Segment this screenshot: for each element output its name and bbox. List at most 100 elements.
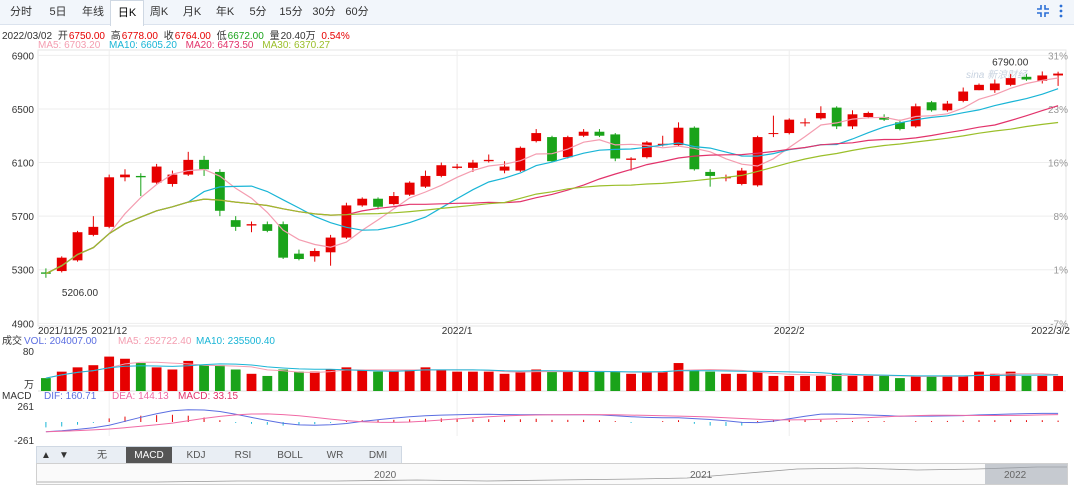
volume-bar bbox=[721, 373, 731, 391]
tab-30min[interactable]: 30分 bbox=[312, 6, 336, 18]
candle-body bbox=[56, 257, 67, 272]
candle-body bbox=[230, 220, 241, 227]
tab-yearline[interactable]: 年线 bbox=[82, 6, 104, 18]
volume-bar bbox=[989, 373, 1000, 391]
volume-bar bbox=[388, 371, 399, 391]
ohlc-vol-label: 量 bbox=[269, 31, 280, 42]
navigator-label-2022: 2022 bbox=[1004, 470, 1027, 481]
tab-intraday[interactable]: 分时 bbox=[10, 6, 32, 18]
candle-body bbox=[942, 103, 953, 111]
ohlc-open-label: 开 bbox=[57, 31, 68, 42]
macd-dif-legend: DIF: 160.71 bbox=[44, 391, 97, 402]
volume-bar bbox=[468, 371, 478, 391]
collapse-icon[interactable] bbox=[1036, 4, 1050, 21]
volume-bar bbox=[800, 375, 810, 391]
tab-15min[interactable]: 15分 bbox=[279, 6, 303, 18]
candle-body bbox=[309, 250, 320, 257]
volume-bar bbox=[562, 371, 573, 391]
ohlc-high-label: 高 bbox=[110, 31, 121, 42]
candle-body bbox=[341, 205, 352, 238]
volume-bar bbox=[341, 367, 352, 391]
candle-body bbox=[673, 127, 684, 146]
navigator-label-2020: 2020 bbox=[374, 470, 397, 481]
volume-bar bbox=[1037, 375, 1048, 391]
candle-body bbox=[531, 133, 542, 142]
candle-body bbox=[879, 116, 890, 120]
ohlc-close-label: 收 bbox=[163, 31, 174, 42]
more-vert-icon[interactable] bbox=[1058, 4, 1064, 21]
tab-monthly-k[interactable]: 月K bbox=[182, 6, 202, 18]
indicator-tab-none[interactable]: 无 bbox=[97, 450, 107, 461]
volume-unit: 万 bbox=[24, 380, 34, 391]
candle-body bbox=[388, 196, 399, 205]
candle-body bbox=[989, 83, 1000, 91]
ma10-line bbox=[45, 88, 1059, 275]
volume-bar bbox=[420, 367, 431, 391]
candle-body bbox=[847, 114, 858, 127]
candle-body bbox=[167, 174, 178, 184]
tab-weekly-k[interactable]: 周K bbox=[149, 6, 169, 18]
volume-bar bbox=[863, 375, 874, 391]
volume-bar bbox=[120, 358, 130, 391]
candle-body bbox=[974, 84, 984, 91]
volume-bar bbox=[641, 371, 652, 391]
ohlc-date: 2022/03/02 bbox=[2, 31, 53, 42]
ohlc-low-label: 低 bbox=[216, 31, 227, 42]
price-tick-label: 6500 bbox=[12, 105, 35, 116]
volume-bar bbox=[610, 371, 621, 391]
candle-body bbox=[325, 237, 336, 253]
indicator-up-arrow[interactable]: ▲ bbox=[41, 450, 51, 461]
macd-title: MACD bbox=[2, 391, 31, 402]
candle-body bbox=[104, 177, 115, 227]
ma20-legend: MA20: 6473.50 bbox=[185, 40, 254, 51]
ma30-line bbox=[45, 121, 1059, 275]
pct-tick-label: 16% bbox=[1048, 159, 1068, 170]
volume-bar bbox=[1005, 371, 1016, 391]
indicator-tab-boll[interactable]: BOLL bbox=[277, 450, 303, 461]
indicator-tab-wr[interactable]: WR bbox=[326, 450, 344, 461]
indicator-tab-macd[interactable]: MACD bbox=[126, 447, 172, 464]
candle-body bbox=[926, 102, 937, 111]
indicator-tab-dmi[interactable]: DMI bbox=[368, 450, 388, 461]
candle-body bbox=[562, 137, 573, 158]
candle-body bbox=[815, 112, 826, 119]
ma-legend: MA5: 6703.20 MA10: 6605.20 MA20: 6473.50… bbox=[38, 40, 336, 51]
indicator-down-arrow[interactable]: ▼ bbox=[59, 450, 69, 461]
candle-body bbox=[1037, 75, 1048, 81]
candle-body bbox=[199, 159, 209, 170]
price-tick-label: 5700 bbox=[12, 212, 35, 223]
range-navigator[interactable] bbox=[36, 463, 1068, 485]
tab-yearly-k[interactable]: 年K bbox=[215, 6, 235, 18]
ohlc-change: 0.54% bbox=[321, 31, 350, 42]
volume-top-tick: 80 bbox=[23, 347, 35, 358]
tab-5min[interactable]: 5分 bbox=[249, 6, 267, 18]
candle-body bbox=[499, 166, 510, 171]
candle-body bbox=[800, 122, 810, 124]
indicator-tab-rsi[interactable]: RSI bbox=[234, 450, 252, 461]
candle-body bbox=[895, 122, 905, 130]
x-axis-label: 2021/11/25 bbox=[38, 326, 88, 337]
x-axis-label: 2022/2 bbox=[774, 326, 805, 337]
price-tick-label: 6900 bbox=[12, 51, 35, 62]
volume-bar bbox=[626, 373, 636, 391]
volume-bar bbox=[673, 363, 684, 391]
volume-bar bbox=[768, 375, 779, 391]
volume-bar bbox=[547, 371, 557, 391]
candle-body bbox=[373, 198, 383, 207]
volume-ma5-legend: MA5: 252722.40 bbox=[118, 336, 192, 347]
candle-body bbox=[863, 112, 874, 117]
tab-5day[interactable]: 5日 bbox=[49, 6, 67, 18]
tab-daily-k[interactable]: 日K bbox=[110, 0, 144, 26]
tab-60min[interactable]: 60分 bbox=[345, 6, 369, 18]
volume-bar bbox=[452, 371, 463, 391]
indicator-tab-kdj[interactable]: KDJ bbox=[186, 450, 206, 461]
volume-legend: VOL: 204007.00 bbox=[24, 336, 97, 347]
volume-bar bbox=[483, 371, 494, 391]
volume-bar bbox=[404, 369, 415, 391]
candle-body bbox=[1053, 73, 1063, 76]
volume-bar bbox=[784, 375, 795, 391]
sina-watermark: sina 新浪财经 bbox=[966, 69, 1028, 81]
ohlc-open: 6750.00 bbox=[68, 31, 105, 42]
volume-bar bbox=[1053, 375, 1063, 391]
